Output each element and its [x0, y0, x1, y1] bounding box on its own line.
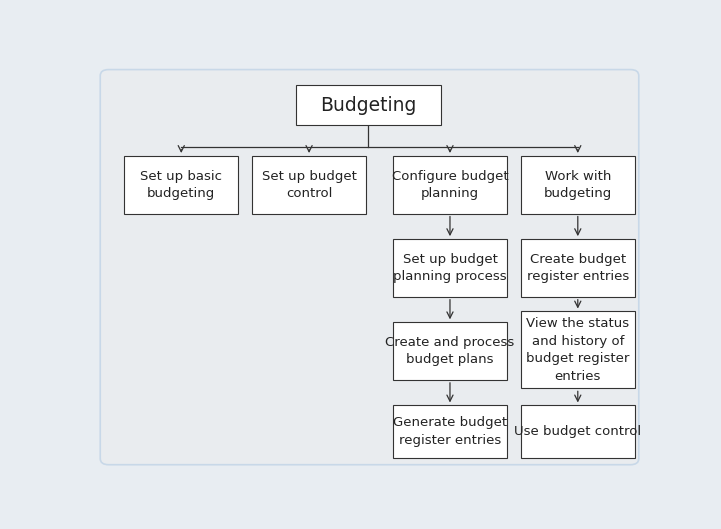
Bar [521, 156, 634, 214]
Text: Set up budget
control: Set up budget control [262, 169, 356, 200]
Bar [521, 239, 634, 297]
Bar [521, 312, 634, 388]
Text: Configure budget
planning: Configure budget planning [392, 169, 508, 200]
FancyBboxPatch shape [100, 70, 639, 464]
Text: Budgeting: Budgeting [320, 96, 417, 115]
Text: View the status
and history of
budget register
entries: View the status and history of budget re… [526, 317, 629, 382]
Bar [393, 239, 507, 297]
Text: Set up basic
budgeting: Set up basic budgeting [141, 169, 222, 200]
Text: Work with
budgeting: Work with budgeting [544, 169, 612, 200]
Bar [296, 85, 441, 125]
Text: Create and process
budget plans: Create and process budget plans [385, 336, 515, 366]
Bar [393, 156, 507, 214]
Text: Create budget
register entries: Create budget register entries [526, 253, 629, 283]
Text: Set up budget
planning process: Set up budget planning process [393, 253, 507, 283]
Bar [393, 322, 507, 380]
Bar [124, 156, 238, 214]
Text: Use budget control: Use budget control [514, 425, 642, 438]
Text: Generate budget
register entries: Generate budget register entries [393, 416, 507, 447]
Bar [252, 156, 366, 214]
Bar [521, 405, 634, 458]
Bar [393, 405, 507, 458]
